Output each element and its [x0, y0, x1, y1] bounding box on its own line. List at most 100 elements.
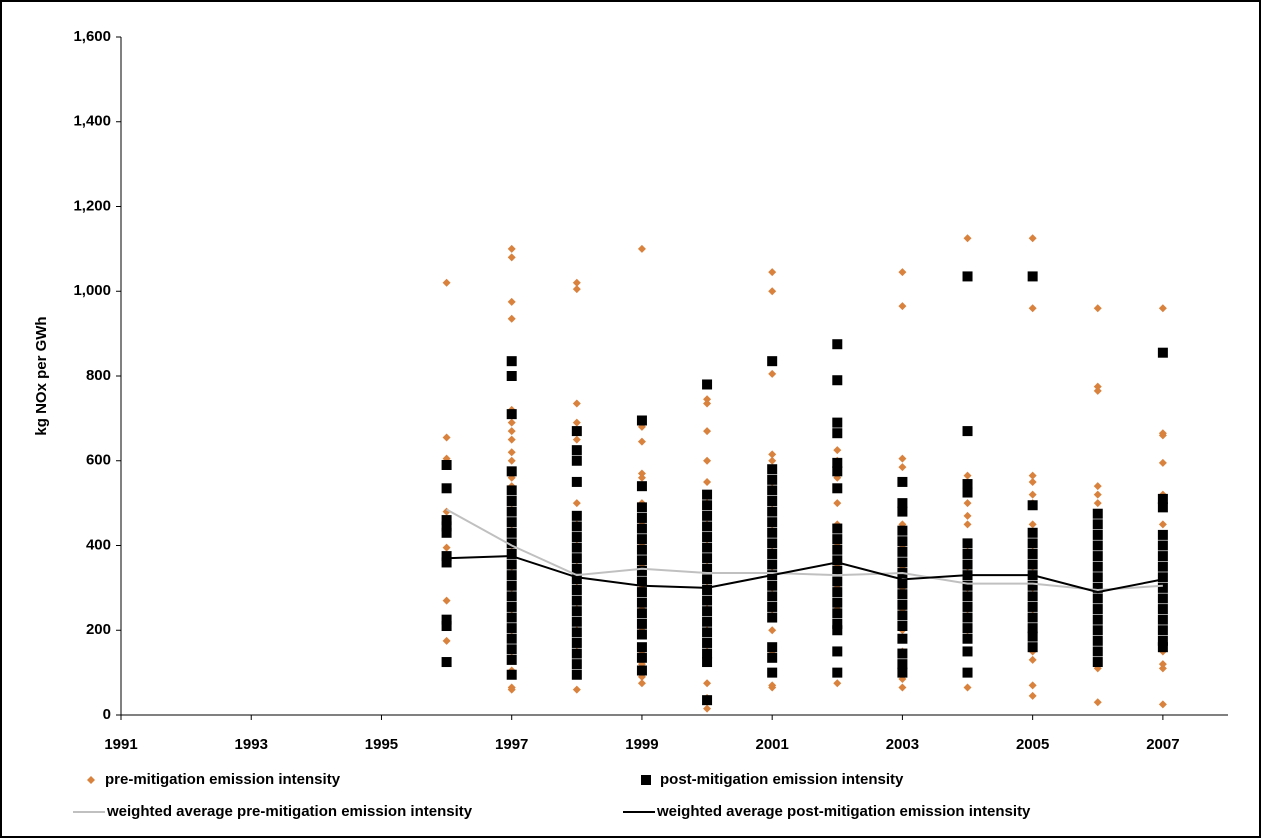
point	[1027, 271, 1038, 282]
point	[636, 597, 647, 608]
point	[571, 659, 582, 670]
x-tick-label: 1993	[235, 736, 268, 753]
point	[1093, 499, 1102, 508]
point	[832, 417, 843, 428]
point	[832, 587, 843, 598]
point	[1027, 527, 1038, 538]
point	[962, 479, 973, 490]
point	[702, 627, 713, 638]
point	[506, 527, 517, 538]
point	[767, 464, 778, 475]
point	[637, 679, 646, 688]
point	[767, 559, 778, 570]
x-tick-label: 1997	[495, 736, 528, 753]
point	[962, 591, 973, 602]
point	[1157, 572, 1168, 583]
point	[767, 527, 778, 538]
point	[571, 595, 582, 606]
point	[506, 548, 517, 559]
point	[442, 636, 451, 645]
point	[963, 499, 972, 508]
point	[1092, 561, 1103, 572]
point	[1157, 561, 1168, 572]
point	[1157, 540, 1168, 551]
point	[702, 542, 713, 553]
point	[507, 418, 516, 427]
point	[506, 669, 517, 680]
point	[1028, 691, 1037, 700]
point	[897, 546, 908, 557]
point	[703, 679, 712, 688]
point	[898, 302, 907, 311]
point	[636, 555, 647, 566]
point	[571, 637, 582, 648]
point	[768, 450, 777, 459]
point	[832, 646, 843, 657]
point	[571, 584, 582, 595]
point	[571, 510, 582, 521]
point	[571, 606, 582, 617]
point	[832, 523, 843, 534]
point	[1093, 386, 1102, 395]
point	[571, 445, 582, 456]
point	[442, 278, 451, 287]
point	[506, 356, 517, 367]
point	[1028, 681, 1037, 690]
point	[702, 584, 713, 595]
point	[963, 234, 972, 243]
point	[897, 659, 908, 670]
point	[636, 544, 647, 555]
point	[703, 456, 712, 465]
point	[506, 559, 517, 570]
point	[506, 612, 517, 623]
point	[832, 618, 843, 629]
point	[636, 608, 647, 619]
point	[1158, 660, 1167, 669]
point	[962, 633, 973, 644]
point	[963, 511, 972, 520]
point	[832, 576, 843, 587]
point	[636, 415, 647, 426]
point	[1027, 591, 1038, 602]
point	[702, 553, 713, 564]
point	[636, 523, 647, 534]
point	[571, 532, 582, 543]
point	[1028, 655, 1037, 664]
point	[1027, 548, 1038, 559]
point	[768, 683, 777, 692]
point	[832, 667, 843, 678]
point	[441, 459, 452, 470]
point	[897, 610, 908, 621]
y-axis-label: kg NOx per GWh	[33, 316, 50, 435]
point	[1093, 490, 1102, 499]
point	[767, 474, 778, 485]
point	[1092, 540, 1103, 551]
point	[572, 418, 581, 427]
point	[1028, 520, 1037, 529]
point	[768, 268, 777, 277]
point	[636, 534, 647, 545]
point	[767, 548, 778, 559]
point	[1157, 347, 1168, 358]
point	[507, 244, 516, 253]
point	[506, 517, 517, 528]
point	[962, 601, 973, 612]
point	[1092, 646, 1103, 657]
point	[637, 469, 646, 478]
point	[767, 580, 778, 591]
point	[898, 683, 907, 692]
point	[962, 426, 973, 437]
point	[571, 669, 582, 680]
point	[1093, 382, 1102, 391]
point	[1157, 551, 1168, 562]
point	[1158, 520, 1167, 529]
point	[962, 623, 973, 634]
point	[1157, 625, 1168, 636]
point	[571, 426, 582, 437]
legend-label: pre-mitigation emission intensity	[105, 771, 341, 788]
point	[832, 597, 843, 608]
point	[506, 409, 517, 420]
y-tick-label: 600	[86, 452, 111, 469]
